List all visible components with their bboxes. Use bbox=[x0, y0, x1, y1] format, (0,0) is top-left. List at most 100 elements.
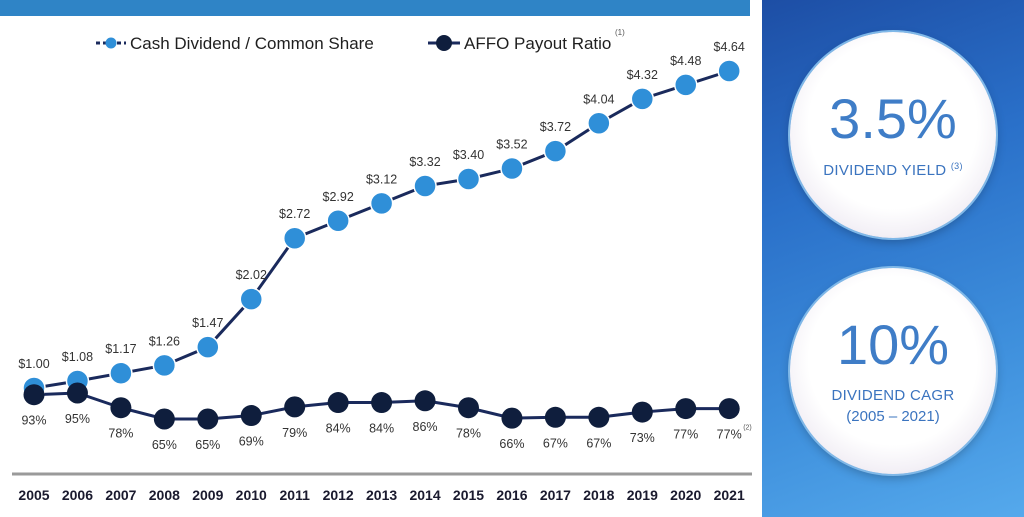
payout-point bbox=[240, 405, 262, 427]
payout-value-label: 67% bbox=[543, 436, 568, 450]
dividend-value-label: $3.12 bbox=[366, 172, 397, 186]
dividend-yield-label: DIVIDEND YIELD (3) bbox=[823, 161, 963, 179]
dividend-value-label: $1.08 bbox=[62, 350, 93, 364]
dividend-point bbox=[587, 111, 611, 136]
payout-value-label: 93% bbox=[21, 414, 46, 428]
payout-point bbox=[66, 382, 88, 404]
x-tick-label: 2011 bbox=[280, 487, 311, 503]
x-tick-label: 2007 bbox=[105, 487, 136, 503]
payout-point bbox=[23, 384, 45, 406]
x-tick-label: 2021 bbox=[714, 487, 745, 503]
dividend-value-label: $4.64 bbox=[714, 40, 745, 54]
payout-point bbox=[153, 408, 175, 430]
dividend-cagr-period: (2005 – 2021) bbox=[846, 408, 940, 425]
dividend-point bbox=[152, 353, 177, 378]
dividend-point bbox=[369, 191, 394, 216]
x-tick-label: 2015 bbox=[453, 487, 484, 503]
dividend-value-label: $2.92 bbox=[323, 190, 354, 204]
payout-value-label: 69% bbox=[239, 435, 264, 449]
top-accent-bar bbox=[0, 0, 750, 16]
x-tick-label: 2019 bbox=[627, 487, 658, 503]
payout-value-label: 84% bbox=[369, 422, 394, 436]
payout-point bbox=[327, 392, 349, 414]
payout-value-label: 95% bbox=[65, 412, 90, 426]
dividend-value-label: $1.17 bbox=[105, 342, 136, 356]
dividend-value-label: $3.72 bbox=[540, 120, 571, 134]
dividend-value-label: $4.48 bbox=[670, 54, 701, 68]
x-tick-label: 2009 bbox=[192, 487, 223, 503]
dividend-yield-badge: 3.5% DIVIDEND YIELD (3) bbox=[790, 32, 996, 238]
dividend-point bbox=[456, 167, 481, 191]
payout-value-label: 66% bbox=[499, 437, 524, 451]
dividend-value-label: $1.00 bbox=[18, 357, 49, 371]
x-tick-label: 2017 bbox=[540, 487, 571, 503]
dividend-value-label: $2.72 bbox=[279, 207, 310, 221]
payout-value-label: 78% bbox=[108, 427, 133, 441]
payout-point bbox=[414, 390, 436, 412]
dividend-point bbox=[717, 59, 741, 83]
dividend-point bbox=[500, 156, 524, 181]
x-tick-label: 2018 bbox=[583, 487, 614, 503]
payout-point bbox=[458, 397, 479, 419]
legend-payout-label: AFFO Payout Ratio bbox=[464, 34, 611, 53]
x-tick-label: 2005 bbox=[18, 487, 49, 503]
payout-note: (2) bbox=[743, 425, 752, 432]
payout-point bbox=[110, 397, 132, 419]
dividend-chart: $1.00 $1.08 $1.17 $1.26 $1.47 $2.02 $2.72 $2.92… bbox=[12, 28, 752, 503]
dividend-point bbox=[543, 139, 568, 163]
payout-point bbox=[501, 407, 523, 429]
payout-value-label: 77% bbox=[717, 428, 742, 442]
payout-point bbox=[197, 408, 219, 430]
stats-panel: 3.5% DIVIDEND YIELD (3) 10% DIVIDEND CAG… bbox=[762, 0, 1024, 517]
payout-point bbox=[675, 398, 697, 420]
x-tick-label: 2014 bbox=[409, 487, 440, 503]
payout-value-label: 79% bbox=[282, 426, 307, 440]
payout-value-label: 65% bbox=[152, 438, 177, 452]
dividend-cagr-value: 10% bbox=[836, 313, 950, 376]
dividend-line bbox=[33, 69, 730, 390]
payout-value-label: 65% bbox=[195, 438, 220, 452]
dividend-point bbox=[413, 174, 437, 198]
payout-point bbox=[631, 401, 653, 423]
dividend-point bbox=[196, 335, 220, 359]
dividend-cagr-label: DIVIDEND CAGR bbox=[831, 387, 955, 404]
legend-dividend-label: Cash Dividend / Common Share bbox=[130, 34, 374, 53]
dividend-value-label: $3.32 bbox=[409, 155, 440, 169]
dividend-point bbox=[326, 209, 350, 233]
dividend-point bbox=[109, 361, 133, 385]
dividend-value-label: $2.02 bbox=[236, 268, 267, 282]
dividend-yield-value: 3.5% bbox=[829, 87, 957, 150]
payout-value-label: 86% bbox=[413, 420, 438, 434]
payout-point bbox=[371, 392, 393, 414]
x-tick-label: 2006 bbox=[62, 487, 93, 503]
dividend-value-label: $3.40 bbox=[453, 148, 484, 162]
x-tick-label: 2010 bbox=[236, 487, 267, 503]
legend-payout-note: (1) bbox=[615, 28, 625, 37]
payout-point bbox=[284, 396, 306, 418]
x-tick-label: 2020 bbox=[670, 487, 701, 503]
payout-value-label: 77% bbox=[673, 428, 698, 442]
payout-value-label: 78% bbox=[456, 427, 481, 441]
payout-value-label: 67% bbox=[586, 436, 611, 450]
x-tick-label: 2008 bbox=[149, 487, 180, 503]
dividend-point bbox=[630, 87, 655, 111]
x-tick-label: 2012 bbox=[323, 487, 354, 503]
dividend-value-label: $4.32 bbox=[627, 68, 658, 82]
legend-payout-marker bbox=[436, 35, 452, 51]
payout-value-label: 73% bbox=[630, 431, 655, 445]
legend-dividend-marker bbox=[105, 37, 117, 49]
dividend-value-label: $1.47 bbox=[192, 316, 223, 330]
payout-point bbox=[718, 398, 740, 420]
dividend-point bbox=[239, 287, 263, 311]
dividend-point bbox=[282, 226, 307, 250]
payout-point bbox=[544, 406, 566, 428]
payout-value-label: 84% bbox=[326, 422, 351, 436]
dividend-yield-note: (3) bbox=[950, 161, 963, 171]
dividend-cagr-badge: 10% DIVIDEND CAGR (2005 – 2021) bbox=[790, 268, 996, 474]
x-tick-label: 2016 bbox=[496, 487, 527, 503]
payout-point bbox=[588, 406, 610, 428]
dividend-value-label: $4.04 bbox=[583, 92, 614, 106]
dividend-value-label: $3.52 bbox=[496, 138, 527, 152]
x-tick-label: 2013 bbox=[366, 487, 397, 503]
dividend-value-label: $1.26 bbox=[149, 334, 180, 348]
